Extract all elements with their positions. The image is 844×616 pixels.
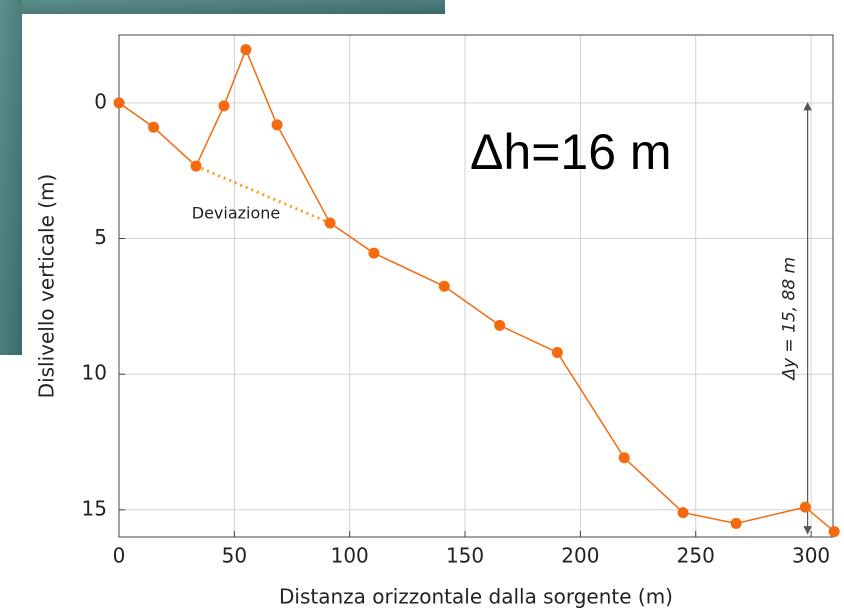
x-tick-label: 300: [792, 544, 830, 568]
y-tick-label: 5: [94, 225, 107, 249]
x-axis-label: Distanza orizzontale dalla sorgente (m): [279, 585, 673, 609]
deviation-label: Deviazione: [192, 204, 281, 223]
y-axis-label: Dislivello verticale (m): [35, 174, 59, 399]
x-tick-label: 150: [446, 544, 484, 568]
data-point: [218, 100, 230, 112]
series-line: [118, 47, 835, 533]
deviation-line: [195, 164, 331, 225]
x-tick-label: 250: [677, 544, 715, 568]
x-tick-label: 200: [561, 544, 599, 568]
chart-background: [22, 14, 844, 616]
data-point: [677, 507, 689, 519]
data-point: [618, 452, 630, 464]
x-tick-label: 100: [331, 544, 369, 568]
data-point: [240, 44, 252, 56]
x-tick-label: 0: [113, 544, 126, 568]
background-texture: [0, 0, 445, 14]
y-tick-label: 10: [82, 361, 107, 385]
background-texture: [0, 0, 22, 355]
data-point: [271, 119, 283, 131]
data-point: [438, 280, 450, 292]
data-point: [799, 501, 811, 513]
data-point: [368, 247, 380, 259]
data-point: [494, 319, 506, 331]
data-point: [828, 526, 840, 538]
measure-label: Δy = 15, 88 m: [780, 257, 800, 382]
plot-frame: [118, 34, 834, 538]
data-point: [148, 121, 160, 133]
y-tick-label: 0: [94, 89, 107, 113]
overlay-text: Δh=16 m: [470, 124, 672, 180]
y-tick-label: 15: [82, 496, 107, 520]
data-point: [551, 346, 563, 358]
data-point: [113, 97, 125, 109]
data-point: [730, 517, 742, 529]
data-point: [324, 217, 336, 229]
data-point: [190, 160, 202, 172]
x-tick-label: 50: [222, 544, 247, 568]
